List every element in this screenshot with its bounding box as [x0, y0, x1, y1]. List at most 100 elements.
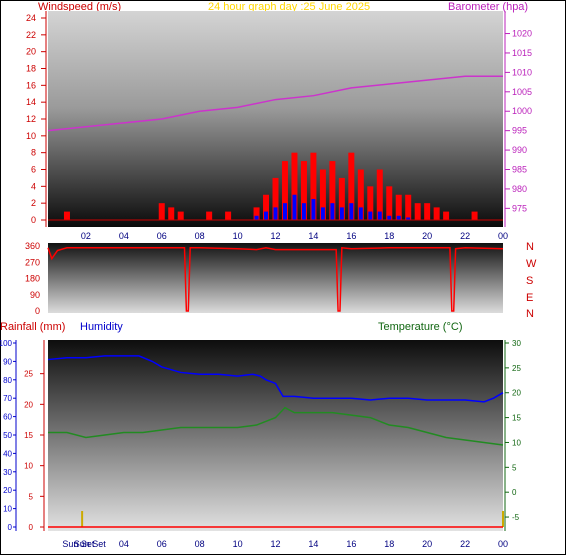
lower-x-tick-label: 00 [498, 539, 508, 549]
temp-tick-label: 15 [512, 414, 521, 423]
wind-gust-bar [63, 211, 70, 220]
wind-avg-bar [282, 203, 287, 220]
wind-gust-bar [357, 169, 364, 220]
wind-tick-label: 0 [31, 215, 36, 225]
wind-gust-bar [348, 152, 355, 220]
wind-avg-bar [330, 203, 335, 220]
wind-gust-bar [424, 203, 431, 220]
wind-gust-bar [206, 211, 213, 220]
wind-tick-label: 20 [26, 47, 36, 57]
lower-x-tick-label: 04 [119, 539, 129, 549]
wind-tick-label: 10 [26, 131, 36, 141]
wind-gust-bar [414, 203, 421, 220]
baro-tick-label: 1015 [512, 48, 532, 58]
humidity-tick-label: 60 [3, 413, 12, 422]
wind-gust-bar [225, 211, 232, 220]
wind-tick-label: 22 [26, 30, 36, 40]
lower-x-tick-label: 20 [422, 539, 432, 549]
humidity-tick-label: 70 [3, 394, 12, 403]
compass-label: E [526, 292, 533, 304]
wind-avg-bar [273, 207, 278, 220]
wind-gust-bar [263, 194, 270, 220]
humidity-tick-label: 0 [8, 523, 13, 532]
rain-tick-label: 5 [29, 492, 34, 501]
wind-gust-bar [291, 152, 298, 220]
lower-x-tick-label: 12 [270, 539, 280, 549]
wind-avg-bar [358, 207, 363, 220]
wind-gust-bar [367, 186, 374, 220]
direction-tick-label: 90 [30, 290, 40, 300]
humidity-tick-label: 80 [3, 376, 12, 385]
rain-tick-label: 20 [24, 400, 33, 409]
baro-tick-label: 980 [512, 184, 527, 194]
baro-tick-label: 990 [512, 145, 527, 155]
wind-avg-bar [320, 207, 325, 220]
wind-x-tick-label: 16 [346, 231, 356, 241]
wind-tick-label: 16 [26, 80, 36, 90]
wind-gust-bar [471, 211, 478, 220]
wind-tick-label: 12 [26, 114, 36, 124]
wind-x-tick-label: 06 [157, 231, 167, 241]
lower-x-tick-label: 08 [195, 539, 205, 549]
wind-gust-bar [158, 203, 165, 220]
wind-avg-bar [292, 194, 297, 220]
wind-x-tick-label: 00 [498, 231, 508, 241]
baro-tick-label: 1020 [512, 29, 532, 39]
direction-tick-label: 360 [25, 241, 40, 251]
humidity-tick-label: 50 [3, 431, 12, 440]
temp-tick-label: 5 [512, 463, 517, 472]
wind-direction-line [47, 246, 504, 312]
wind-gust-bar [272, 177, 279, 220]
lower-x-tick-label: Sun Set [62, 539, 95, 549]
humidity-tick-label: 30 [3, 468, 12, 477]
wind-tick-label: 4 [31, 181, 36, 191]
direction-panel [48, 243, 503, 313]
temperature-line [48, 406, 504, 446]
rainfall-axis-title: Rainfall (mm) [0, 321, 65, 333]
humidity-tick-label: 40 [3, 449, 12, 458]
lower-x-tick-label: 18 [384, 539, 394, 549]
temp-tick-label: 25 [512, 364, 521, 373]
baro-tick-label: 1010 [512, 67, 532, 77]
rain-tick-label: 10 [24, 462, 33, 471]
baro-tick-label: 1000 [512, 106, 532, 116]
baro-tick-label: 1005 [512, 87, 532, 97]
wind-avg-bar [368, 211, 373, 220]
wind-tick-label: 2 [31, 198, 36, 208]
compass-label: N [526, 241, 534, 253]
baro-tick-label: 995 [512, 126, 527, 136]
humidity-tick-label: 20 [3, 486, 12, 495]
wind-avg-bar [339, 207, 344, 220]
compass-label: W [526, 258, 537, 270]
temp-tick-label: 30 [512, 339, 521, 348]
wind-tick-label: 6 [31, 165, 36, 175]
humidity-line [47, 355, 504, 403]
barometer-line [47, 75, 503, 132]
wind-avg-bar [349, 203, 354, 220]
compass-label: N [526, 308, 534, 320]
direction-tick-label: 0 [35, 306, 40, 316]
humidity-axis-title: Humidity [80, 321, 123, 333]
humidity-temp-panel [48, 340, 503, 531]
lower-x-tick-label: 14 [308, 539, 318, 549]
wind-avg-bar [311, 198, 316, 220]
wind-gust-bar [338, 177, 345, 220]
wind-tick-label: 14 [26, 97, 36, 107]
wind-avg-bar [264, 211, 269, 220]
wind-x-tick-label: 08 [195, 231, 205, 241]
wind-x-tick-label: 12 [270, 231, 280, 241]
wind-avg-bar [254, 215, 259, 220]
wind-avg-bar [387, 215, 392, 220]
wind-gust-bar [300, 161, 307, 220]
wind-gust-bar [443, 211, 450, 220]
lower-x-tick-label: 10 [233, 539, 243, 549]
baro-tick-label: 985 [512, 165, 527, 175]
wind-tick-label: 8 [31, 148, 36, 158]
wind-x-tick-label: 18 [384, 231, 394, 241]
rain-tick-label: 25 [24, 370, 33, 379]
wind-x-tick-label: 14 [308, 231, 318, 241]
rain-tick-label: 15 [24, 431, 33, 440]
wind-gust-bar [310, 152, 317, 220]
chart-title: 24 hour graph day :25 June 2025 [208, 1, 370, 13]
